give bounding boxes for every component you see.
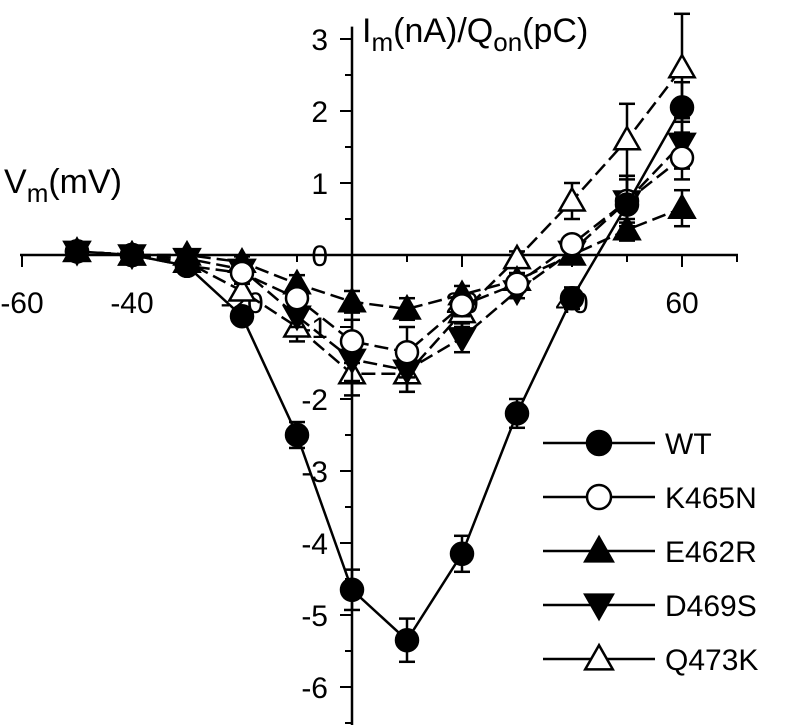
legend-marker	[583, 593, 615, 622]
legend-item-d469s: D469S	[543, 590, 757, 623]
data-point	[449, 293, 475, 318]
data-point	[504, 401, 530, 426]
data-point	[64, 239, 90, 264]
data-point	[667, 52, 697, 79]
data-point	[559, 231, 585, 257]
data-point	[559, 285, 585, 311]
legend-marker	[585, 429, 613, 457]
series-line	[76, 142, 683, 372]
data-point	[229, 260, 255, 286]
data-point	[557, 185, 587, 212]
data-point	[447, 327, 477, 353]
y-axis-title: Im(nA)/Qon(pC)	[362, 12, 588, 57]
legend-label: Q473K	[665, 644, 758, 677]
x-axis-title: Vm(mV)	[4, 163, 122, 208]
x-tick-label: -40	[110, 287, 153, 320]
data-point	[612, 124, 642, 151]
y-tick-label: -6	[301, 672, 328, 705]
data-point	[284, 285, 310, 311]
data-point	[669, 95, 695, 120]
data-point	[392, 293, 422, 320]
data-point	[669, 145, 695, 171]
legend-item-q473k: Q473K	[543, 642, 758, 677]
series-q473k	[62, 12, 697, 397]
data-point	[502, 243, 532, 270]
legend-item-wt: WT	[543, 428, 712, 461]
series-layer	[62, 12, 697, 664]
data-point	[227, 275, 257, 302]
data-point	[284, 422, 310, 448]
legend-marker	[585, 483, 613, 511]
legend: WT K465N E462R D469S Q473K	[543, 428, 758, 677]
legend-marker	[583, 642, 615, 671]
legend-marker	[583, 534, 615, 563]
data-point	[394, 339, 420, 365]
series-line	[76, 67, 683, 376]
data-point	[119, 242, 145, 268]
data-point	[337, 286, 367, 313]
legend-item-k465n: K465N	[543, 482, 757, 515]
y-tick-label: 3	[311, 24, 328, 57]
x-tick-label: -60	[0, 287, 43, 320]
data-point	[504, 271, 530, 297]
y-tick-label: -2	[301, 384, 328, 417]
legend-label: K465N	[665, 482, 757, 515]
series-wt	[64, 80, 695, 664]
legend-item-e462r: E462R	[543, 534, 757, 569]
y-tick-label: 2	[311, 96, 328, 129]
data-point	[449, 541, 475, 567]
x-tick-label: 60	[665, 287, 698, 320]
data-point	[667, 193, 697, 219]
legend-label: D469S	[665, 590, 757, 623]
y-tick-label: 1	[311, 168, 328, 201]
y-tick-label: -4	[301, 528, 328, 561]
y-tick-label: -5	[301, 600, 328, 633]
data-point	[394, 627, 420, 653]
legend-label: E462R	[665, 536, 757, 569]
data-point	[614, 192, 640, 217]
data-point	[229, 303, 255, 329]
data-point	[339, 329, 365, 354]
legend-label: WT	[665, 428, 712, 461]
data-point	[339, 577, 365, 603]
data-point	[174, 253, 200, 279]
y-tick-label: 0	[311, 240, 328, 273]
